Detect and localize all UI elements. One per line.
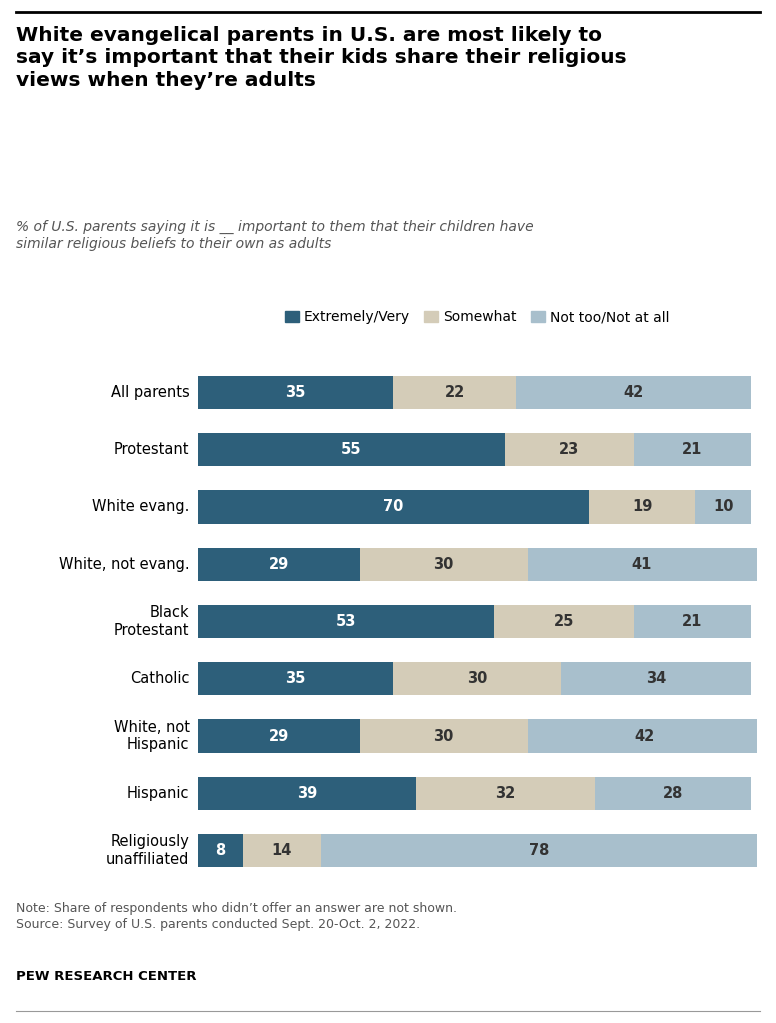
Text: White evangelical parents in U.S. are most likely to
say it’s important that the: White evangelical parents in U.S. are mo…: [16, 26, 626, 90]
Bar: [198, 834, 243, 868]
Text: 30: 30: [434, 557, 454, 572]
Bar: [360, 547, 528, 581]
Bar: [198, 375, 393, 409]
Bar: [393, 375, 516, 409]
Bar: [528, 719, 762, 753]
Text: 25: 25: [553, 614, 574, 629]
Bar: [528, 547, 757, 581]
Text: Note: Share of respondents who didn’t offer an answer are not shown.
Source: Sur: Note: Share of respondents who didn’t of…: [16, 902, 456, 931]
Bar: [243, 834, 320, 868]
Text: 10: 10: [713, 499, 733, 515]
Text: 41: 41: [632, 557, 653, 572]
Text: 30: 30: [467, 671, 487, 686]
Text: 70: 70: [383, 499, 404, 515]
Text: 39: 39: [296, 786, 317, 801]
Bar: [198, 605, 494, 638]
Bar: [594, 776, 751, 810]
Bar: [695, 490, 751, 524]
Text: 34: 34: [646, 671, 666, 686]
Bar: [561, 662, 751, 696]
Text: 55: 55: [341, 442, 362, 457]
Text: 8: 8: [215, 843, 225, 858]
Bar: [320, 834, 757, 868]
Bar: [393, 662, 561, 696]
Bar: [198, 719, 360, 753]
Bar: [198, 433, 505, 466]
Bar: [494, 605, 634, 638]
Text: 29: 29: [268, 728, 289, 744]
Text: 30: 30: [434, 728, 454, 744]
Text: 28: 28: [663, 786, 683, 801]
Text: 19: 19: [632, 499, 653, 515]
Bar: [505, 433, 634, 466]
Bar: [416, 776, 594, 810]
Text: 35: 35: [286, 385, 306, 400]
Text: 35: 35: [286, 671, 306, 686]
Text: 14: 14: [272, 843, 292, 858]
Text: 23: 23: [559, 442, 580, 457]
Text: 42: 42: [635, 728, 655, 744]
Text: 32: 32: [495, 786, 515, 801]
Text: 78: 78: [528, 843, 549, 858]
Bar: [516, 375, 751, 409]
Text: 29: 29: [268, 557, 289, 572]
Text: % of U.S. parents saying it is __ important to them that their children have
sim: % of U.S. parents saying it is __ import…: [16, 220, 533, 252]
Bar: [198, 662, 393, 696]
Bar: [198, 776, 416, 810]
Text: 21: 21: [682, 614, 702, 629]
Text: 22: 22: [445, 385, 465, 400]
Bar: [634, 433, 751, 466]
Bar: [634, 605, 751, 638]
Text: 53: 53: [336, 614, 356, 629]
Text: 21: 21: [682, 442, 702, 457]
Text: PEW RESEARCH CENTER: PEW RESEARCH CENTER: [16, 970, 196, 983]
Bar: [198, 547, 360, 581]
Text: 42: 42: [624, 385, 644, 400]
Legend: Extremely/Very, Somewhat, Not too/Not at all: Extremely/Very, Somewhat, Not too/Not at…: [279, 305, 675, 330]
Bar: [198, 490, 589, 524]
Bar: [589, 490, 695, 524]
Bar: [360, 719, 528, 753]
